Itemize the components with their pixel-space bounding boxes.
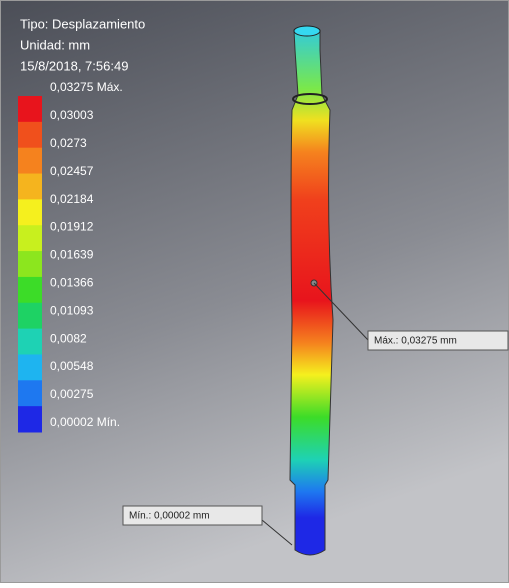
legend-swatch <box>18 303 42 329</box>
type-line: Tipo: Desplazamiento <box>20 16 145 31</box>
legend-swatch <box>18 174 42 200</box>
legend-label: 0,01912 <box>50 220 94 234</box>
shaft <box>290 26 333 555</box>
min-callout: Mín.: 0,00002 mm <box>129 511 210 522</box>
legend-swatch <box>18 354 42 380</box>
legend-label: 0,01093 <box>50 303 94 317</box>
legend-swatch <box>18 329 42 355</box>
legend-swatch <box>18 406 42 432</box>
legend-label: 0,01639 <box>50 248 94 262</box>
page: Máx.: 0,03275 mm Mín.: 0,00002 mm Tipo: … <box>0 0 509 583</box>
unit-line: Unidad: mm <box>20 37 90 52</box>
fea-viewport: Máx.: 0,03275 mm Mín.: 0,00002 mm Tipo: … <box>0 0 509 583</box>
legend-swatch <box>18 380 42 406</box>
date-line: 15/8/2018, 7:56:49 <box>20 58 128 73</box>
legend-swatch <box>18 251 42 277</box>
legend-label: 0,0082 <box>50 331 87 345</box>
legend-label: 0,0273 <box>50 136 87 150</box>
legend-label: 0,03003 <box>50 108 94 122</box>
legend-swatch <box>18 148 42 174</box>
legend-label: 0,00002 Mín. <box>50 415 120 429</box>
legend-swatch <box>18 122 42 148</box>
legend-label: 0,00548 <box>50 359 94 373</box>
legend-swatch <box>18 96 42 122</box>
legend-label: 0,01366 <box>50 275 94 289</box>
legend-swatch <box>18 277 42 303</box>
legend-swatch <box>18 199 42 225</box>
legend-swatch <box>18 225 42 251</box>
max-callout: Máx.: 0,03275 mm <box>374 336 457 347</box>
legend-label: 0,00275 <box>50 387 94 401</box>
legend-label: 0,02184 <box>50 192 94 206</box>
legend-label: 0,02457 <box>50 164 94 178</box>
legend-label: 0,03275 Máx. <box>50 80 123 94</box>
